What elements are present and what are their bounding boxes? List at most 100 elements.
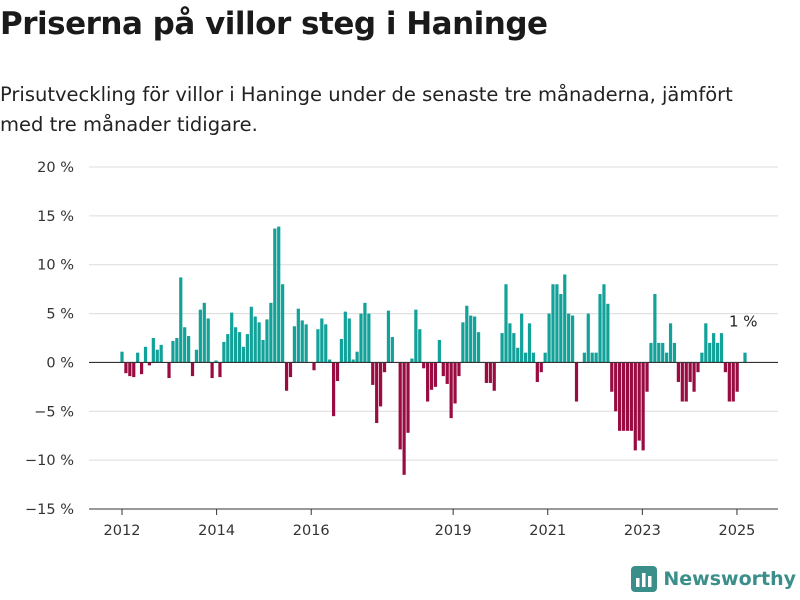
bar xyxy=(335,362,340,381)
y-tick-label: −15 % xyxy=(25,502,74,518)
bar xyxy=(316,329,320,363)
bar xyxy=(704,323,708,363)
bar xyxy=(175,338,179,363)
x-axis-labels: 2012 2014 2016 2019 2021 2023 2025 xyxy=(104,509,755,539)
bar xyxy=(696,362,700,373)
bar xyxy=(339,338,344,363)
bar xyxy=(281,284,285,363)
bar xyxy=(535,362,539,382)
bar xyxy=(523,352,528,363)
brand-logo: Newsworthy xyxy=(631,566,796,592)
x-tick-label: 2016 xyxy=(293,523,330,539)
bar xyxy=(398,362,402,450)
bar xyxy=(320,318,324,363)
bar xyxy=(598,294,602,363)
bar xyxy=(363,302,367,363)
bar xyxy=(371,362,375,385)
bar xyxy=(527,323,532,363)
bar xyxy=(618,362,622,431)
x-tick-label: 2021 xyxy=(529,523,566,539)
y-axis-labels: 20 % 15 % 10 % 5 % 0 % −5 % −10 % −15 % xyxy=(25,160,74,518)
bar xyxy=(621,362,626,431)
bar xyxy=(155,349,159,363)
bar xyxy=(516,347,520,363)
bar xyxy=(406,362,410,433)
bar xyxy=(641,362,645,451)
bar xyxy=(218,362,222,378)
bar xyxy=(657,342,661,363)
x-tick-label: 2023 xyxy=(624,523,661,539)
bar xyxy=(426,362,430,402)
bar xyxy=(355,351,359,363)
bar xyxy=(531,352,536,363)
bar xyxy=(429,362,434,390)
bar xyxy=(132,362,136,378)
bar xyxy=(300,320,304,363)
bar xyxy=(492,362,496,391)
bar xyxy=(684,362,688,402)
bar xyxy=(249,306,253,363)
bar xyxy=(292,326,297,363)
bar xyxy=(198,309,202,363)
bar xyxy=(590,352,594,363)
y-tick-label: 0 % xyxy=(46,355,74,371)
bar xyxy=(237,332,242,363)
bar xyxy=(723,362,728,373)
bar xyxy=(469,315,473,363)
y-tick-label: 5 % xyxy=(46,307,74,323)
bar xyxy=(449,362,453,419)
bar xyxy=(147,362,152,366)
bar xyxy=(347,318,351,363)
bar xyxy=(661,342,665,363)
bar xyxy=(559,294,563,363)
bar xyxy=(312,362,316,371)
bar xyxy=(473,316,477,363)
bar xyxy=(594,352,598,363)
bar xyxy=(731,362,735,402)
x-tick-label: 2019 xyxy=(435,523,472,539)
page-subtitle: Prisutveckling för villor i Haninge unde… xyxy=(0,83,733,136)
bar xyxy=(668,323,673,363)
bar xyxy=(284,362,289,391)
bar xyxy=(120,351,124,363)
y-tick-label: −5 % xyxy=(34,404,74,420)
bar xyxy=(586,313,590,363)
bar xyxy=(230,312,234,363)
bar xyxy=(202,302,206,363)
last-value-annotation: 1 % xyxy=(729,313,758,331)
bar xyxy=(402,362,406,475)
bar xyxy=(171,340,175,363)
bar xyxy=(210,362,214,379)
bar xyxy=(688,362,692,382)
bar xyxy=(288,362,293,378)
bar xyxy=(386,310,391,363)
bar xyxy=(508,323,512,363)
bar xyxy=(676,362,680,382)
bar xyxy=(136,352,140,363)
bar xyxy=(367,313,371,363)
x-tick-label: 2014 xyxy=(198,523,235,539)
bar xyxy=(296,308,300,363)
bar xyxy=(712,333,716,363)
y-tick-label: 10 % xyxy=(37,258,74,274)
bar xyxy=(194,349,199,363)
bar xyxy=(500,333,504,363)
bar xyxy=(234,327,238,363)
bar xyxy=(159,344,163,363)
bar xyxy=(273,228,277,363)
bar xyxy=(375,362,379,424)
bar xyxy=(563,274,567,363)
bar xyxy=(692,362,696,392)
bar xyxy=(614,362,618,412)
bar xyxy=(582,352,586,363)
bar xyxy=(382,362,387,373)
bar xyxy=(555,284,559,363)
bar xyxy=(476,332,481,363)
bar xyxy=(606,303,610,363)
bar xyxy=(610,362,614,392)
bar xyxy=(453,362,457,404)
grid-lines xyxy=(89,166,778,461)
bar xyxy=(735,362,739,392)
bar xyxy=(226,334,230,363)
